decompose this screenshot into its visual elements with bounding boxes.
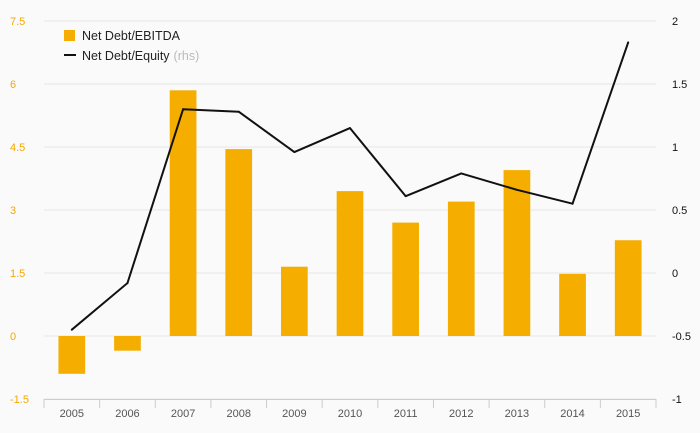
line-point <box>349 127 351 130</box>
bar <box>281 266 308 336</box>
x-tick-label: 2010 <box>338 408 362 420</box>
legend-line-suffix: (rhs) <box>174 49 200 63</box>
bar <box>169 90 197 336</box>
bar <box>392 222 419 336</box>
line-point <box>182 108 185 111</box>
x-tick-label: 2007 <box>171 408 195 420</box>
line-point <box>70 328 73 331</box>
x-tick-label: 2012 <box>449 408 473 420</box>
line-point <box>627 41 630 44</box>
x-tick-label: 2014 <box>560 408 584 420</box>
legend-line-name: Net Debt/Equity <box>82 49 170 63</box>
y-right-tick-label: -1 <box>672 394 682 406</box>
y-right-tick-label: -0.5 <box>672 331 691 343</box>
y-left-tick-label: 6 <box>10 79 16 91</box>
bar <box>559 273 586 336</box>
x-tick-label: 2013 <box>505 408 529 420</box>
line-point <box>126 282 129 285</box>
y-right-tick-label: 1 <box>672 142 678 154</box>
y-left-tick-label: 3 <box>10 205 16 217</box>
bar <box>447 201 475 336</box>
bar-series <box>58 90 642 374</box>
legend-label-bar: Net Debt/EBITDA <box>82 29 181 43</box>
y-left-tick-label: -1.5 <box>10 394 29 406</box>
bar <box>614 240 642 336</box>
x-tick-label: 2008 <box>226 408 250 420</box>
line-point <box>404 195 407 198</box>
x-tick-label: 2015 <box>616 408 640 420</box>
x-tick-label: 2009 <box>282 408 306 420</box>
bar <box>58 336 86 374</box>
line-series <box>70 41 630 331</box>
legend-swatch-bar <box>64 30 75 41</box>
y-left-tick-label: 4.5 <box>10 142 25 154</box>
legend-label-line: Net Debt/Equity (rhs) <box>82 49 199 63</box>
y-left-tick-label: 1.5 <box>10 268 25 280</box>
line-point <box>460 172 463 175</box>
y-right-tick-label: 0 <box>672 268 678 280</box>
bar <box>336 191 364 336</box>
bar <box>114 336 141 351</box>
axes: -1.5 0 1.5 3 4.5 6 7.5 -1 -0.5 0 0.5 1 1.5 2 2005 2006 2… <box>10 16 691 420</box>
y-left-tick-label: 7.5 <box>10 16 25 28</box>
line-point <box>237 110 240 113</box>
bar <box>225 149 253 336</box>
x-tick-label: 2006 <box>115 408 139 420</box>
y-right-tick-label: 1.5 <box>672 79 687 91</box>
y-left-tick-label: 0 <box>10 331 16 343</box>
x-tick-label: 2005 <box>60 408 84 420</box>
line-point <box>293 151 296 154</box>
legend: Net Debt/EBITDA Net Debt/Equity (rhs) <box>64 29 199 63</box>
x-tick-label: 2011 <box>394 408 418 420</box>
y-right-tick-label: 0.5 <box>672 205 687 217</box>
bar <box>503 170 531 336</box>
y-right-tick-label: 2 <box>672 16 678 28</box>
line-point <box>515 188 518 191</box>
line-point <box>571 202 574 205</box>
